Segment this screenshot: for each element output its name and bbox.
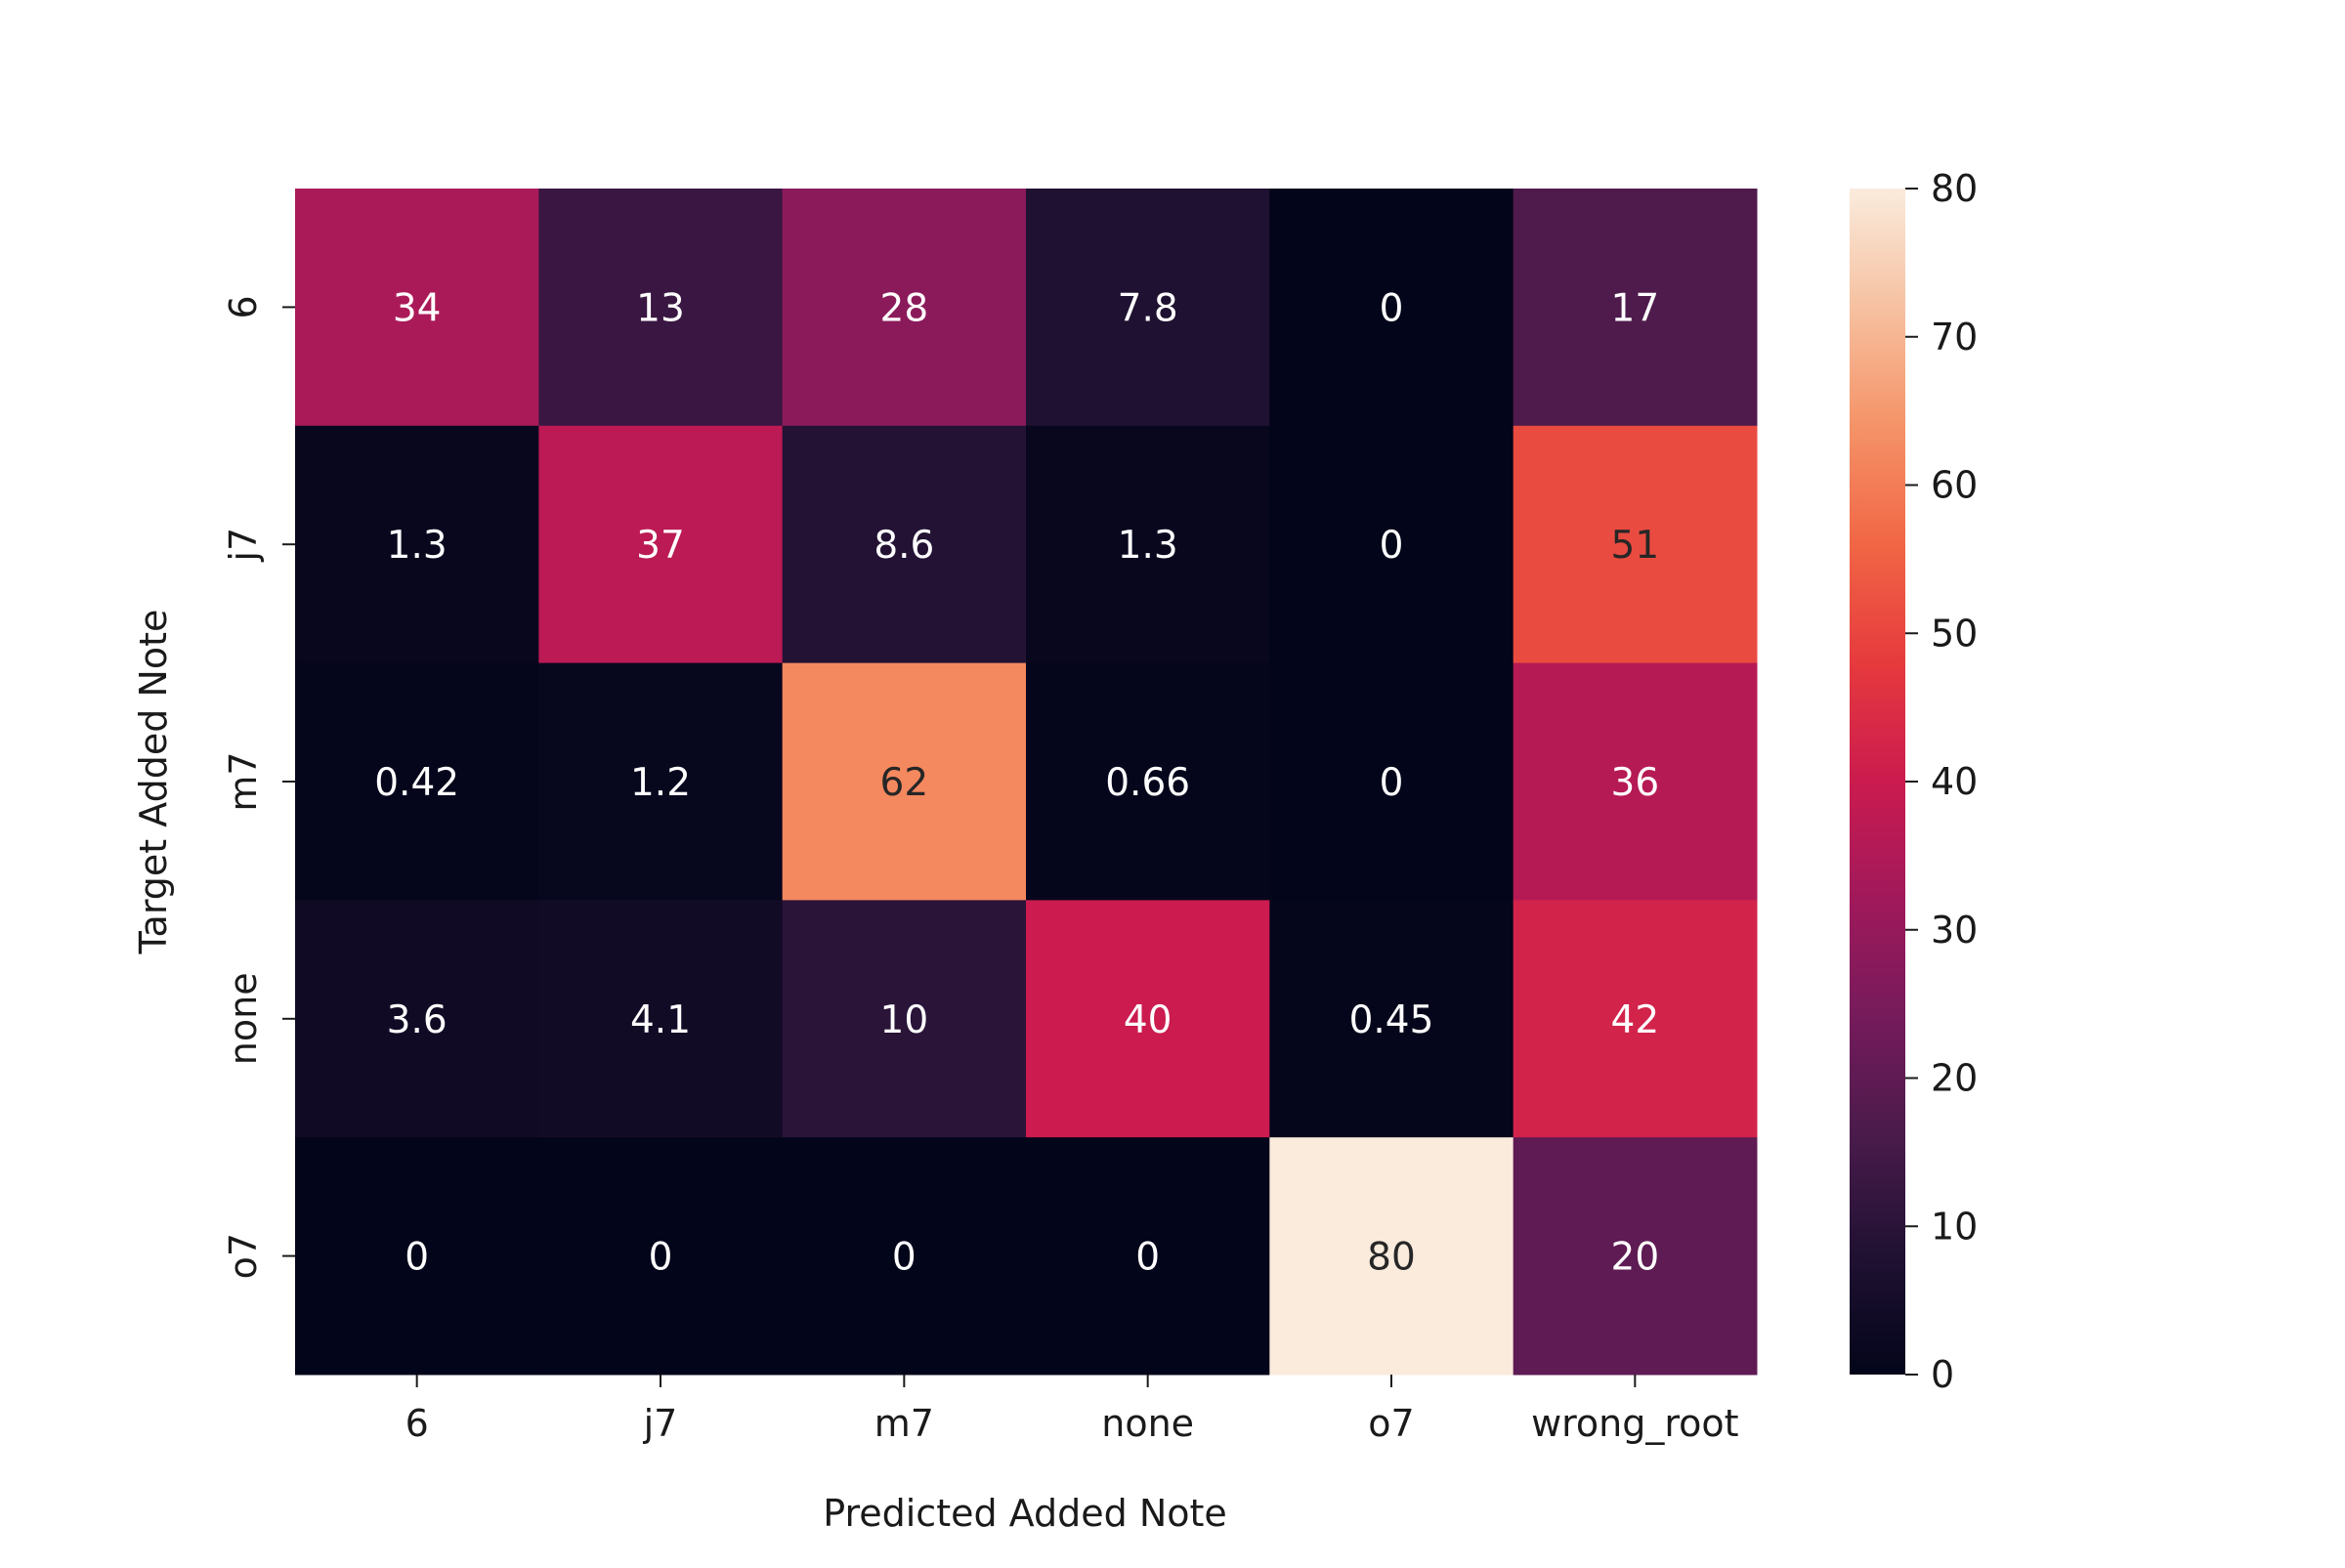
x-tick-label: m7 xyxy=(874,1402,934,1445)
y-tick-label: none xyxy=(222,972,265,1065)
heatmap-cells xyxy=(295,189,1758,1376)
cell-annotations: 34 13 28 7.8 0 17 1.3 37 8.6 1.3 0 51 0.42 1.2 62 0.66 0… xyxy=(374,286,1659,1279)
heatmap-cell xyxy=(1269,900,1514,1138)
cell-annotation: 13 xyxy=(636,286,685,330)
cell-annotation: 0.42 xyxy=(374,761,459,805)
y-tick-label: m7 xyxy=(222,751,265,811)
heatmap-cell xyxy=(538,1137,784,1376)
heatmap-cell xyxy=(295,425,539,664)
cell-annotation: 36 xyxy=(1611,761,1660,805)
colorbar-tick-label: 70 xyxy=(1931,316,1978,359)
colorbar-tick-label: 40 xyxy=(1931,760,1978,803)
x-tick-label: 6 xyxy=(405,1402,429,1445)
cell-annotation: 37 xyxy=(636,524,685,568)
x-tick-label: j7 xyxy=(643,1402,678,1445)
heatmap-cell xyxy=(538,900,784,1138)
cell-annotation: 1.3 xyxy=(1118,524,1178,568)
y-tick-label: j7 xyxy=(222,528,265,563)
heatmap-cell xyxy=(1513,662,1758,901)
cell-annotation: 0 xyxy=(1380,524,1404,568)
colorbar-tick-label: 60 xyxy=(1931,464,1978,507)
cell-annotation: 40 xyxy=(1124,998,1172,1042)
colorbar: 0 10 20 30 40 50 60 70 80 xyxy=(1850,167,1978,1396)
cell-annotation: 0 xyxy=(649,1236,673,1280)
cell-annotation: 8.6 xyxy=(874,524,934,568)
cell-annotation: 0 xyxy=(1380,286,1404,330)
heatmap-cell xyxy=(295,189,539,427)
x-tick-label: none xyxy=(1101,1402,1194,1445)
cell-annotation: 4.1 xyxy=(630,998,691,1042)
colorbar-tick-label: 80 xyxy=(1931,167,1978,210)
x-axis: 6 j7 m7 none o7 wrong_root xyxy=(405,1375,1739,1445)
cell-annotation: 51 xyxy=(1611,524,1660,568)
y-axis-label: Target Added Note xyxy=(132,610,175,955)
heatmap-cell xyxy=(1513,189,1758,427)
heatmap-cell xyxy=(1026,1137,1270,1376)
heatmap-cell xyxy=(782,189,1027,427)
heatmap-cell xyxy=(1513,1137,1758,1376)
heatmap-cell xyxy=(538,662,784,901)
heatmap-cell xyxy=(1026,900,1270,1138)
heatmap-cell xyxy=(782,662,1027,901)
colorbar-tick-label: 30 xyxy=(1931,909,1978,952)
y-axis: 6 j7 m7 none o7 xyxy=(222,295,295,1279)
heatmap-cell xyxy=(1026,662,1270,901)
cell-annotation: 42 xyxy=(1611,998,1660,1042)
heatmap-cell xyxy=(1513,425,1758,664)
heatmap-cell xyxy=(295,1137,539,1376)
cell-annotation: 62 xyxy=(880,761,929,805)
heatmap-cell xyxy=(1026,189,1270,427)
cell-annotation: 0.66 xyxy=(1105,761,1190,805)
colorbar-tick-label: 10 xyxy=(1931,1205,1978,1248)
y-tick-label: o7 xyxy=(222,1233,265,1279)
cell-annotation: 7.8 xyxy=(1118,286,1178,330)
colorbar-tick-label: 50 xyxy=(1931,612,1978,655)
cell-annotation: 0.45 xyxy=(1349,998,1434,1042)
heatmap-cell xyxy=(1269,662,1514,901)
cell-annotation: 3.6 xyxy=(387,998,448,1042)
heatmap-cell xyxy=(1026,425,1270,664)
cell-annotation: 0 xyxy=(1380,761,1404,805)
x-tick-label: wrong_root xyxy=(1531,1402,1739,1445)
heatmap-cell xyxy=(295,900,539,1138)
cell-annotation: 1.3 xyxy=(387,524,448,568)
y-tick-label: 6 xyxy=(222,295,265,318)
heatmap-cell xyxy=(782,1137,1027,1376)
cell-annotation: 0 xyxy=(405,1236,429,1280)
cell-annotation: 0 xyxy=(892,1236,917,1280)
cell-annotation: 20 xyxy=(1611,1236,1660,1280)
heatmap-cell xyxy=(1269,425,1514,664)
heatmap-cell xyxy=(1269,189,1514,427)
heatmap-cell xyxy=(538,425,784,664)
heatmap-cell xyxy=(1513,900,1758,1138)
cell-annotation: 80 xyxy=(1367,1236,1416,1280)
heatmap-cell xyxy=(782,425,1027,664)
heatmap-cell xyxy=(295,662,539,901)
heatmap-cell xyxy=(782,900,1027,1138)
cell-annotation: 34 xyxy=(393,286,442,330)
x-tick-label: o7 xyxy=(1368,1402,1414,1445)
colorbar-tick-label: 0 xyxy=(1931,1353,1954,1396)
cell-annotation: 0 xyxy=(1135,1236,1160,1280)
x-axis-label: Predicted Added Note xyxy=(823,1492,1227,1535)
colorbar-gradient xyxy=(1850,189,1905,1375)
heatmap-cell xyxy=(1269,1137,1514,1376)
cell-annotation: 10 xyxy=(880,998,929,1042)
cell-annotation: 28 xyxy=(880,286,929,330)
heatmap-cell xyxy=(538,189,784,427)
cell-annotation: 17 xyxy=(1611,286,1660,330)
cell-annotation: 1.2 xyxy=(630,761,691,805)
colorbar-tick-label: 20 xyxy=(1931,1057,1978,1100)
